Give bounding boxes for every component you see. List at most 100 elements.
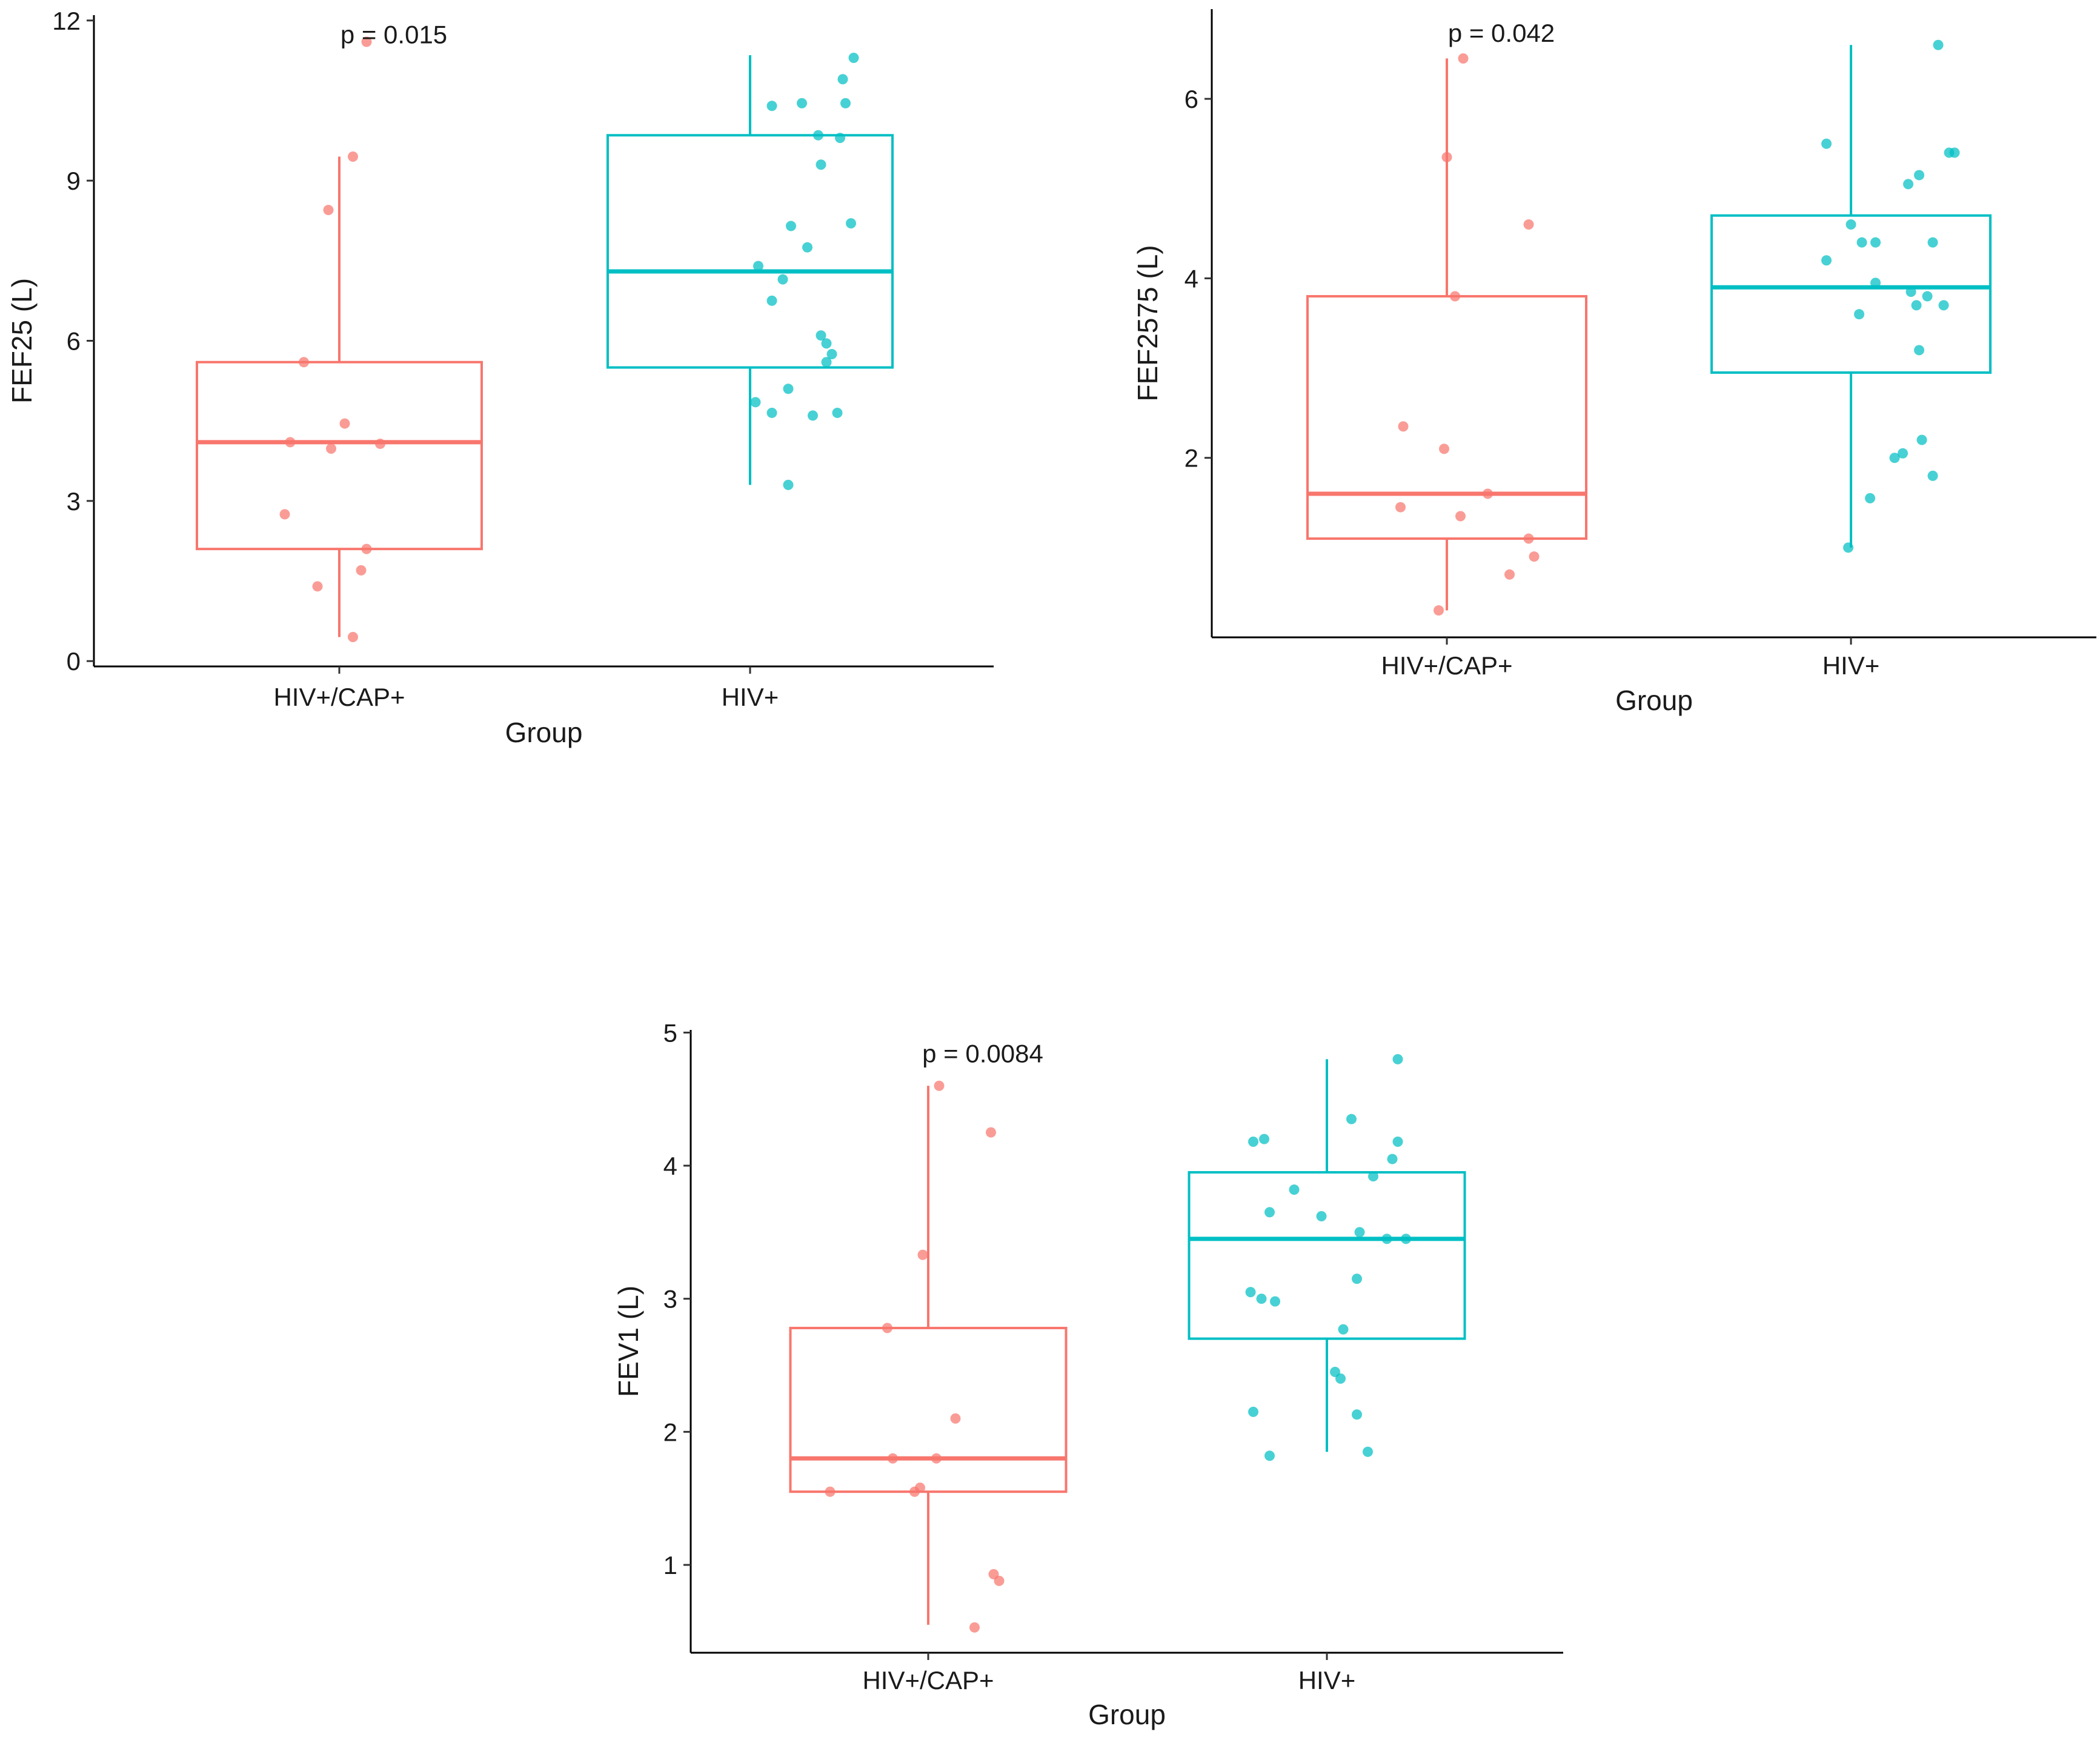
- data-point: [1434, 605, 1444, 616]
- x-tick-label: HIV+/CAP+: [862, 1666, 994, 1695]
- data-point: [832, 407, 843, 418]
- data-point: [1865, 493, 1875, 503]
- data-point: [1368, 1171, 1378, 1182]
- y-tick-label: 0: [67, 647, 81, 676]
- y-tick-label: 6: [1185, 85, 1198, 113]
- data-point: [917, 1249, 928, 1260]
- y-axis-title: FEF25 (L): [6, 278, 38, 403]
- data-point: [826, 349, 837, 360]
- data-point: [1458, 53, 1469, 64]
- data-point: [1264, 1207, 1275, 1218]
- y-axis-title: FEF2575 (L): [1132, 245, 1163, 401]
- data-point: [816, 330, 826, 341]
- y-tick-label: 4: [1185, 264, 1198, 293]
- data-point: [1856, 237, 1867, 248]
- data-point: [750, 397, 761, 408]
- data-point: [1401, 1233, 1411, 1244]
- fef2575-boxplot-panel: 2 4 6 HIV+/CAP+ HIV+ Group FEF2575 (L) p = 0.04…: [1132, 9, 2096, 716]
- data-point: [323, 205, 334, 216]
- y-tick-label: 12: [52, 7, 81, 35]
- data-point: [1248, 1406, 1258, 1417]
- data-point: [1398, 421, 1409, 432]
- data-point: [931, 1453, 942, 1464]
- data-point: [1395, 502, 1406, 513]
- iqr-box: [196, 360, 483, 551]
- x-axis-title: Group: [505, 717, 583, 748]
- data-point: [1870, 237, 1881, 248]
- data-point: [915, 1482, 925, 1493]
- data-point: [375, 439, 385, 450]
- data-point: [1529, 551, 1540, 562]
- data-point: [1949, 147, 1960, 158]
- data-point: [783, 383, 794, 394]
- data-point: [1352, 1409, 1362, 1420]
- data-point: [766, 101, 777, 111]
- data-point: [1846, 219, 1856, 230]
- data-point: [1821, 255, 1832, 266]
- data-point: [783, 479, 794, 490]
- data-point: [1441, 151, 1452, 162]
- data-point: [934, 1080, 945, 1091]
- data-point: [825, 1486, 836, 1497]
- data-point: [1270, 1296, 1280, 1307]
- data-point: [326, 443, 336, 454]
- p-value-annotation: p = 0.015: [341, 21, 447, 49]
- iqr-box: [1306, 295, 1587, 540]
- data-point: [361, 543, 372, 554]
- data-point: [1338, 1324, 1349, 1335]
- data-point: [1392, 1054, 1403, 1064]
- data-point: [1439, 443, 1449, 454]
- data-point: [1352, 1273, 1362, 1284]
- fef25-boxplot-panel: 0 3 6 9 12 HIV+/CAP+ HIV+ Group FEF25 (L) p = 0.0…: [6, 7, 994, 748]
- data-point: [950, 1413, 961, 1424]
- data-point: [882, 1323, 892, 1333]
- data-point: [348, 632, 358, 643]
- data-point: [1335, 1373, 1346, 1384]
- data-point: [808, 410, 818, 421]
- p-value-annotation: p = 0.0084: [922, 1040, 1043, 1068]
- iqr-box: [1710, 214, 1992, 374]
- data-point: [797, 98, 807, 108]
- data-point: [1259, 1134, 1269, 1144]
- y-tick-label: 9: [67, 167, 81, 195]
- data-point: [821, 338, 832, 349]
- data-point: [766, 407, 777, 418]
- data-point: [786, 221, 796, 231]
- x-axis-title: Group: [1088, 1699, 1166, 1730]
- data-point: [1483, 488, 1493, 499]
- data-point: [1911, 300, 1922, 311]
- data-point: [1346, 1114, 1357, 1124]
- p-value-annotation: p = 0.042: [1448, 19, 1555, 47]
- data-point: [1938, 300, 1949, 311]
- y-tick-label: 4: [663, 1152, 677, 1180]
- data-point: [837, 74, 848, 85]
- x-axis-title: Group: [1615, 685, 1693, 716]
- data-point: [1392, 1137, 1403, 1147]
- data-point: [1903, 179, 1913, 190]
- data-point: [1354, 1227, 1365, 1238]
- data-point: [285, 437, 296, 448]
- data-point: [299, 357, 309, 368]
- data-point: [1316, 1211, 1327, 1222]
- y-tick-label: 3: [663, 1285, 677, 1313]
- data-point: [835, 133, 845, 144]
- x-tick-label: HIV+: [1823, 651, 1880, 680]
- data-point: [1504, 569, 1515, 580]
- data-point: [1854, 309, 1864, 320]
- y-tick-label: 6: [67, 327, 81, 356]
- data-point: [802, 242, 812, 253]
- data-point: [1916, 434, 1927, 445]
- data-point: [1289, 1184, 1300, 1195]
- data-point: [1387, 1154, 1398, 1164]
- data-point: [339, 418, 350, 429]
- data-point: [1927, 237, 1938, 248]
- data-point: [813, 130, 823, 141]
- data-point: [1870, 277, 1881, 288]
- y-tick-label: 2: [1185, 444, 1198, 473]
- y-tick-label: 5: [663, 1018, 677, 1047]
- data-point: [1245, 1287, 1256, 1298]
- data-point: [766, 295, 777, 306]
- data-point: [312, 581, 323, 592]
- data-point: [361, 36, 372, 47]
